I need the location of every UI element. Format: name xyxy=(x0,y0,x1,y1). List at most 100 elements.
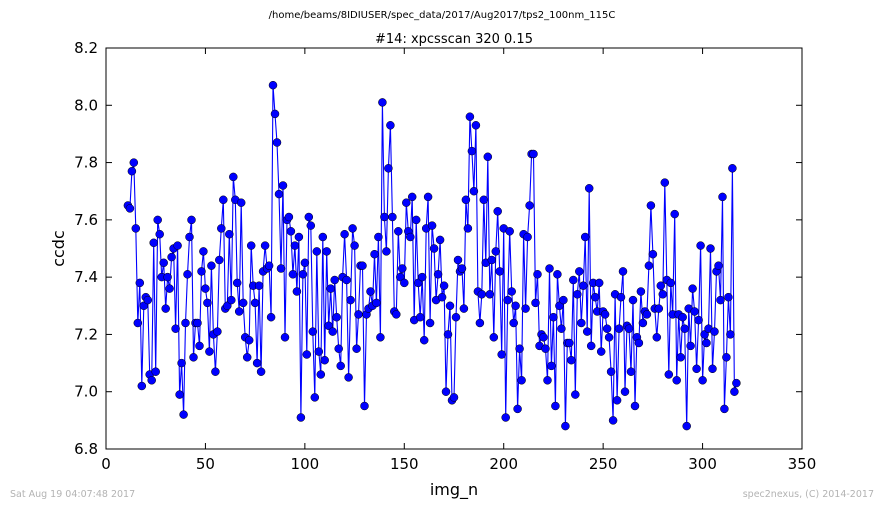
data-point xyxy=(582,327,592,336)
x-tick-label: 0 xyxy=(101,455,111,473)
data-point xyxy=(177,358,186,368)
data-point xyxy=(350,241,359,250)
data-point xyxy=(435,235,445,245)
data-point xyxy=(453,255,463,265)
data-point xyxy=(626,367,636,376)
data-point xyxy=(189,353,198,362)
data-point xyxy=(529,149,538,159)
data-point xyxy=(187,215,196,225)
data-point xyxy=(507,287,516,296)
data-point xyxy=(388,212,397,222)
data-point xyxy=(211,367,220,376)
data-point xyxy=(127,166,137,176)
data-point xyxy=(567,355,576,365)
data-point xyxy=(688,284,697,293)
data-point xyxy=(280,333,290,342)
data-point xyxy=(732,378,741,388)
data-point xyxy=(384,164,393,173)
data-point xyxy=(227,295,236,305)
data-point xyxy=(330,275,339,285)
data-point xyxy=(201,284,210,293)
data-point xyxy=(628,295,638,305)
data-point xyxy=(413,278,423,288)
data-point xyxy=(584,184,594,193)
data-point xyxy=(664,370,674,379)
data-point xyxy=(513,404,522,414)
data-point xyxy=(225,229,234,239)
data-point xyxy=(406,232,415,242)
data-point xyxy=(167,252,176,262)
data-point xyxy=(290,241,300,250)
data-point xyxy=(565,338,574,348)
data-point xyxy=(236,198,246,207)
data-point xyxy=(716,295,725,305)
data-point xyxy=(402,198,411,207)
data-point xyxy=(525,201,534,210)
data-point xyxy=(396,272,405,282)
data-point xyxy=(274,189,284,199)
data-point xyxy=(181,318,190,328)
chart-title: #14: xpcsscan 320 0.15 xyxy=(375,32,533,47)
data-point xyxy=(648,249,658,259)
data-point xyxy=(672,376,681,385)
data-point xyxy=(491,247,501,256)
axis-ticks: 0 50 100 150 200 250 300 350 6.8 7.0 7.2 7.4 7.6 7.8 8… xyxy=(74,39,816,473)
data-point xyxy=(197,267,206,276)
data-point xyxy=(342,275,351,285)
y-tick-label: 7.2 xyxy=(74,325,98,343)
data-point xyxy=(624,324,634,333)
series-line xyxy=(127,85,737,427)
data-point xyxy=(155,229,164,239)
data-point xyxy=(682,421,691,431)
data-point xyxy=(459,304,469,313)
data-point xyxy=(266,312,276,322)
data-point xyxy=(318,232,328,242)
data-point xyxy=(400,278,409,288)
data-point xyxy=(334,344,343,353)
data-point xyxy=(372,298,381,308)
data-point xyxy=(521,304,530,313)
data-point xyxy=(461,195,471,205)
figure-suptitle: /home/beams/8IDIUSER/spec_data/2017/Aug2… xyxy=(269,10,616,21)
data-point xyxy=(569,275,578,285)
data-point xyxy=(728,164,737,173)
data-point xyxy=(429,244,439,253)
data-point xyxy=(163,272,172,282)
data-point xyxy=(678,312,687,322)
data-point xyxy=(465,112,475,121)
data-point xyxy=(133,318,143,328)
data-point xyxy=(686,341,695,351)
data-point xyxy=(594,278,604,288)
data-point xyxy=(254,281,264,290)
y-tick-label: 7.6 xyxy=(74,211,98,229)
data-point xyxy=(217,224,226,233)
data-point xyxy=(471,121,481,130)
data-point xyxy=(312,247,322,256)
data-point xyxy=(600,310,610,319)
data-point xyxy=(300,258,310,268)
data-point xyxy=(427,221,437,230)
data-point xyxy=(306,221,316,230)
data-point xyxy=(370,249,379,259)
data-point xyxy=(344,373,353,382)
data-point xyxy=(614,324,624,333)
data-point xyxy=(441,387,451,396)
x-tick-label: 350 xyxy=(788,455,817,473)
data-point xyxy=(523,232,532,242)
data-point xyxy=(131,224,141,233)
data-point xyxy=(366,287,375,296)
data-point xyxy=(531,298,540,308)
data-point xyxy=(577,318,586,328)
data-point xyxy=(509,318,518,328)
data-point xyxy=(477,290,487,299)
data-point xyxy=(320,355,329,365)
data-point xyxy=(232,278,242,288)
data-point xyxy=(495,267,504,276)
data-point xyxy=(724,292,733,302)
data-point xyxy=(417,272,427,282)
data-point xyxy=(326,284,335,293)
data-point xyxy=(358,261,367,270)
data-point xyxy=(179,410,188,419)
data-point xyxy=(714,261,723,270)
